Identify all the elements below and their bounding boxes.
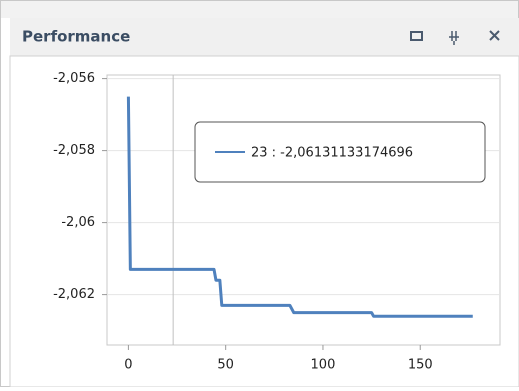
x-tick-label: 50 [217, 358, 234, 373]
chart: -2,056 -2,058 -2,06 -2,062 0 50 100 150 23 : -2,… [53, 71, 501, 373]
title-bar [10, 18, 519, 56]
data-line [126, 96, 473, 318]
close-button[interactable] [489, 30, 500, 41]
y-tick-label: -2,058 [53, 143, 95, 158]
tooltip-text: 23 : -2,06131133174696 [251, 146, 413, 161]
panel-title: Performance [22, 28, 130, 46]
tooltip-box [194, 121, 486, 183]
pin-button[interactable] [449, 31, 459, 45]
y-tick-label: -2,06 [61, 215, 95, 230]
y-tick-label: -2,056 [53, 71, 95, 86]
x-tick-label: 150 [408, 358, 433, 373]
float-button[interactable] [410, 31, 423, 41]
top-strip [1, 1, 518, 18]
x-tick-label: 0 [124, 358, 132, 373]
y-tick-label: -2,062 [53, 287, 95, 302]
x-tick-label: 100 [311, 358, 336, 373]
plot-area [106, 74, 501, 346]
